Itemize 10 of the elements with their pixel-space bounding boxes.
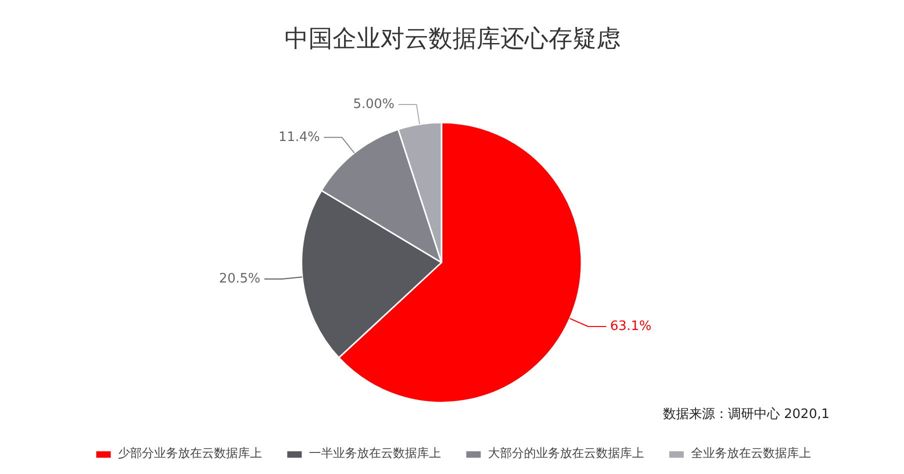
data-label: 11.4%: [278, 130, 320, 145]
data-label: 5.00%: [353, 96, 394, 112]
chart-title: 中国企业对云数据库还心存疑虑: [284, 24, 620, 52]
source-note: 数据来源：调研中心 2020,1: [662, 406, 830, 422]
data-label: 20.5%: [219, 272, 260, 287]
data-label: 63.1%: [610, 319, 652, 334]
legend-label: 一半业务放在云数据库上: [309, 445, 441, 462]
legend-label: 全业务放在云数据库上: [691, 445, 811, 462]
legend-label: 少部分业务放在云数据库上: [118, 445, 262, 462]
legend-label: 大部分的业务放在云数据库上: [488, 445, 644, 462]
